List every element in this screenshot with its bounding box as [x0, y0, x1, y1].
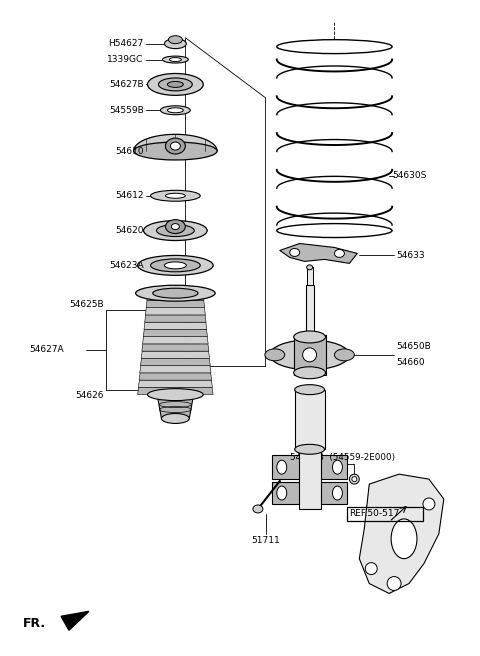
Ellipse shape [295, 444, 324, 454]
Ellipse shape [352, 477, 357, 482]
Ellipse shape [349, 474, 360, 484]
Bar [299, 449, 321, 509]
Polygon shape [360, 474, 444, 594]
Polygon shape [147, 293, 204, 300]
Ellipse shape [253, 505, 263, 513]
Polygon shape [139, 373, 212, 380]
Ellipse shape [294, 367, 325, 379]
Ellipse shape [277, 224, 392, 237]
Ellipse shape [290, 249, 300, 256]
Bar [272, 482, 348, 504]
Bar [306, 285, 313, 345]
Polygon shape [133, 134, 217, 151]
Bar [294, 335, 325, 375]
Ellipse shape [166, 194, 185, 198]
Ellipse shape [333, 461, 342, 474]
Text: REF.50-517: REF.50-517 [349, 510, 400, 518]
Polygon shape [140, 365, 211, 373]
Ellipse shape [160, 106, 190, 115]
Ellipse shape [168, 35, 182, 44]
Ellipse shape [156, 224, 194, 237]
Ellipse shape [165, 262, 186, 269]
Ellipse shape [294, 331, 325, 343]
Ellipse shape [295, 384, 324, 395]
Ellipse shape [335, 249, 344, 257]
Ellipse shape [170, 142, 180, 150]
Text: 54612: 54612 [115, 192, 144, 200]
Text: H54627: H54627 [108, 39, 144, 48]
Polygon shape [144, 315, 206, 322]
Polygon shape [142, 344, 209, 351]
Text: FR.: FR. [23, 617, 47, 630]
Text: 54625B: 54625B [69, 300, 104, 308]
Ellipse shape [144, 220, 207, 241]
Ellipse shape [138, 255, 213, 276]
Polygon shape [138, 380, 213, 388]
Ellipse shape [157, 390, 193, 403]
Bar [272, 455, 348, 479]
Ellipse shape [168, 81, 183, 87]
Ellipse shape [277, 39, 392, 54]
Text: 54620: 54620 [115, 226, 144, 235]
Text: 54610: 54610 [115, 146, 144, 155]
Ellipse shape [133, 142, 217, 160]
Ellipse shape [277, 461, 287, 474]
Polygon shape [280, 243, 357, 263]
Text: 54633: 54633 [396, 251, 425, 260]
Text: 54630S: 54630S [392, 171, 427, 180]
Ellipse shape [166, 138, 185, 154]
Ellipse shape [151, 190, 200, 201]
Polygon shape [61, 611, 89, 630]
Text: 51711: 51711 [252, 536, 280, 545]
Text: 1339GC: 1339GC [108, 55, 144, 64]
Text: 54650B: 54650B [396, 342, 431, 352]
Ellipse shape [147, 73, 203, 95]
Ellipse shape [302, 348, 316, 362]
Polygon shape [145, 308, 205, 315]
Ellipse shape [171, 224, 180, 230]
Ellipse shape [161, 413, 189, 423]
Text: 54627A: 54627A [29, 345, 64, 354]
Polygon shape [141, 358, 210, 365]
Polygon shape [157, 397, 193, 419]
Ellipse shape [270, 340, 349, 370]
Ellipse shape [423, 498, 435, 510]
Polygon shape [141, 351, 210, 358]
Ellipse shape [136, 285, 215, 301]
Ellipse shape [165, 39, 186, 49]
Text: 54627B: 54627B [109, 80, 144, 89]
Bar [348, 507, 423, 521]
Polygon shape [144, 322, 207, 329]
Ellipse shape [365, 563, 377, 575]
Ellipse shape [265, 349, 285, 361]
Polygon shape [143, 329, 207, 337]
Ellipse shape [387, 577, 401, 590]
Text: 54559B: 54559B [109, 106, 144, 115]
Text: 54626: 54626 [75, 391, 104, 400]
Text: 54559B  (54559-2E000): 54559B (54559-2E000) [290, 453, 395, 462]
Ellipse shape [277, 486, 287, 500]
Polygon shape [146, 300, 204, 308]
Ellipse shape [166, 220, 185, 234]
Ellipse shape [307, 265, 312, 270]
Ellipse shape [391, 519, 417, 559]
Ellipse shape [169, 58, 181, 62]
Text: 54660: 54660 [396, 358, 425, 367]
Ellipse shape [162, 56, 188, 63]
Ellipse shape [151, 259, 200, 272]
Ellipse shape [147, 388, 203, 401]
Bar [307, 268, 312, 285]
Text: 54623A: 54623A [109, 261, 144, 270]
Bar [295, 390, 324, 449]
Ellipse shape [168, 108, 183, 113]
Ellipse shape [153, 288, 198, 298]
Ellipse shape [335, 349, 354, 361]
Polygon shape [138, 388, 213, 395]
Polygon shape [143, 337, 208, 344]
Ellipse shape [333, 486, 342, 500]
Ellipse shape [158, 78, 192, 91]
